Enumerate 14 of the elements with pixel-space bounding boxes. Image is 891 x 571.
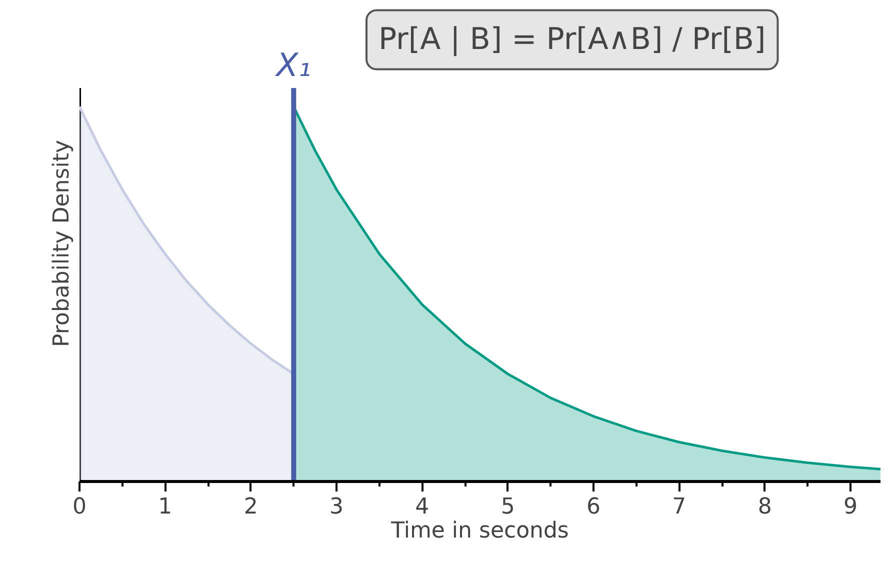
ref-line-label: X₁ (274, 46, 312, 84)
text: Pr[A | B] = Pr[A∧B] / Pr[B] (378, 22, 766, 58)
x-tick-label: 2 (244, 494, 258, 520)
x-tick-label: 1 (158, 494, 172, 520)
x-tick-label: 6 (586, 494, 601, 520)
x-tick-label: 7 (672, 494, 686, 520)
x-tick-label: 4 (415, 494, 430, 520)
x-tick-label: 0 (72, 494, 86, 520)
x-tick-label: 3 (330, 494, 344, 520)
x-tick-label: 9 (844, 494, 858, 520)
x-tick-label: 5 (500, 494, 515, 520)
x-tick-label: 8 (758, 494, 772, 520)
y-axis-title: Probability Density (50, 140, 74, 347)
x-axis-title: Time in seconds (390, 518, 569, 544)
